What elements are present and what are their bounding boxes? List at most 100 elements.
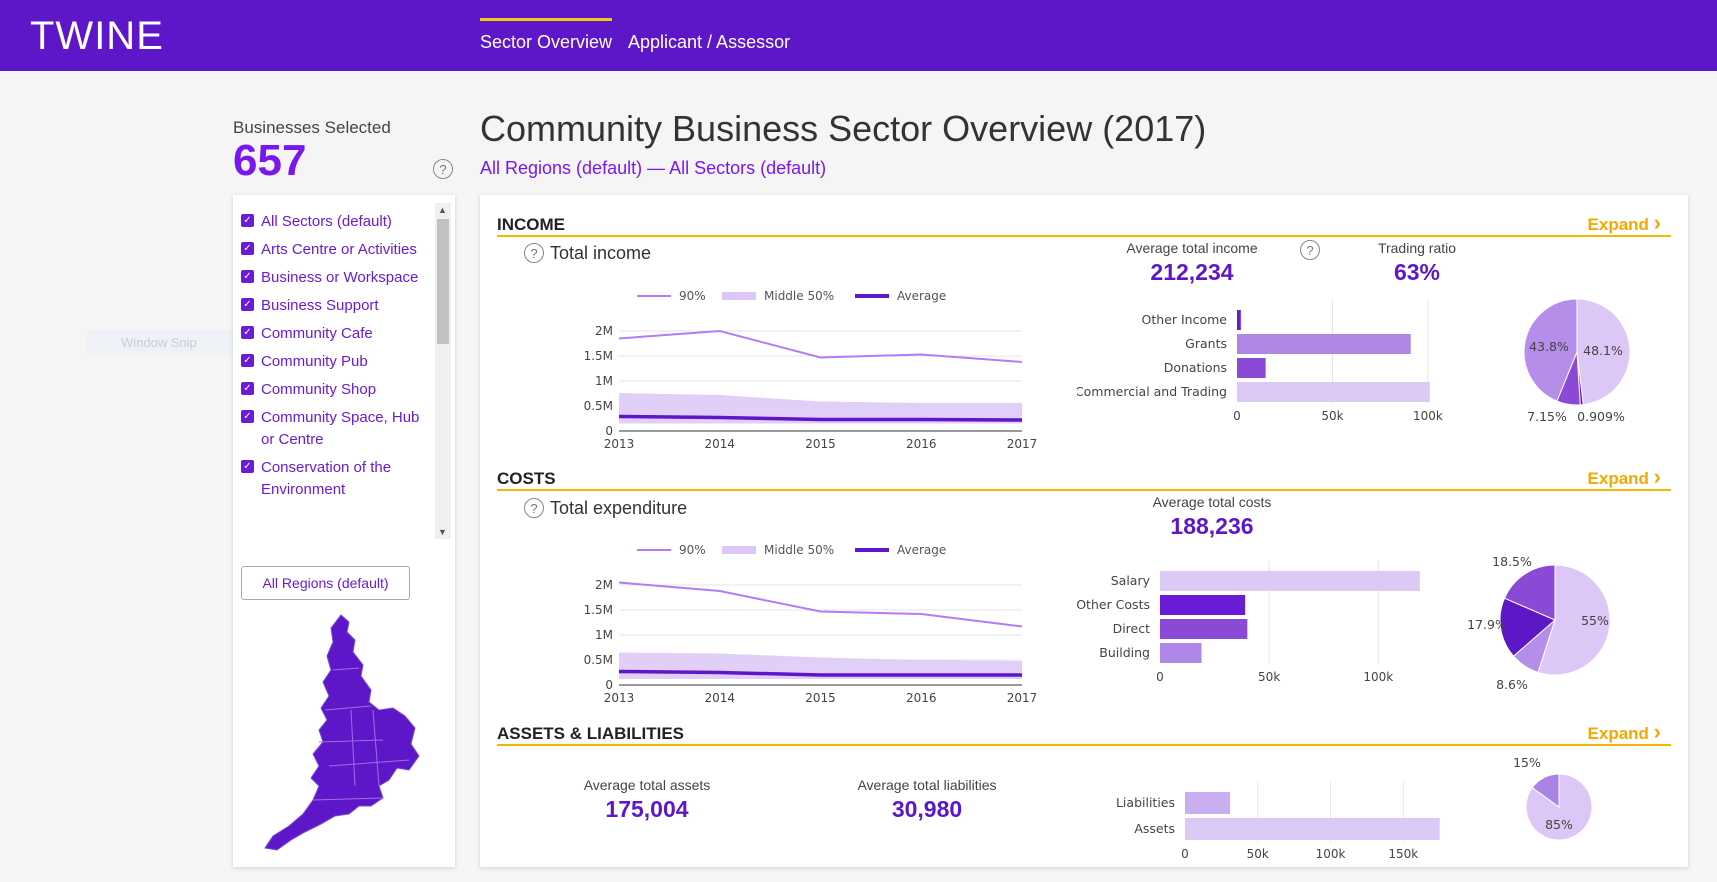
x-tick-label: 2013 [604,691,635,705]
top-nav-bar: TWINE Sector Overview Applicant / Assess… [0,0,1717,71]
expand-income-link[interactable]: Expand › [1587,212,1661,235]
expand-assets-link[interactable]: Expand › [1588,721,1661,744]
all-regions-button[interactable]: All Regions (default) [241,566,410,600]
checkbox-checked-icon[interactable]: ✓ [241,298,254,311]
sector-item[interactable]: ✓ All Sectors (default) [241,211,427,233]
category-label: Liabilities [1116,795,1175,810]
scroll-down-icon[interactable]: ▼ [438,527,447,537]
pie-label: 55% [1581,613,1609,628]
sector-label: Community Cafe [261,325,373,342]
scroll-up-icon[interactable]: ▲ [438,205,447,215]
twine-logo[interactable]: TWINE [30,14,164,58]
window-snip-overlay[interactable]: Window Snip [87,330,239,356]
y-tick-label: 0 [605,678,613,692]
sector-label: Arts Centre or Activities [261,241,417,258]
expand-label: Expand [1587,215,1649,234]
checkbox-checked-icon[interactable]: ✓ [241,354,254,367]
tab-applicant-assessor[interactable]: Applicant / Assessor [628,32,791,52]
help-icon[interactable]: ? [524,498,544,518]
y-tick-label: 1.5M [584,349,613,363]
checkbox-checked-icon[interactable]: ✓ [241,460,254,473]
legend-90-label: 90% [679,543,706,557]
avg-assets-label: Average total assets [583,777,711,793]
filter-panel: ✓ All Sectors (default) ✓ Arts Centre or A… [233,195,455,867]
filter-subtitle[interactable]: All Regions (default) — All Sectors (def… [480,158,827,178]
category-label: Other Income [1142,312,1228,327]
sector-label: Business Support [261,297,379,314]
pie-slice [1576,298,1631,406]
england-regions-map[interactable] [233,610,455,860]
checkbox-checked-icon[interactable]: ✓ [241,410,254,423]
bar [1185,818,1440,840]
checkbox-checked-icon[interactable]: ✓ [241,214,254,227]
x-tick-label: 2014 [704,437,735,451]
x-tick-label: 2014 [704,691,735,705]
category-label: Direct [1113,621,1151,636]
sector-item[interactable]: ✓ Conservation of the Environment [241,457,427,501]
costs-chart-title: Total expenditure [550,498,688,518]
sector-item[interactable]: ✓ Community Cafe [241,323,427,345]
bar [1237,382,1430,402]
y-tick-label: 1M [595,374,613,388]
income-pie-chart: 48.1% 0.909% 7.15% 43.8% [1523,298,1631,424]
sector-item[interactable]: ✓ Community Pub [241,351,427,373]
bar [1160,595,1246,615]
businesses-selected-label: Businesses Selected [233,118,391,137]
bar [1237,310,1241,330]
x-tick-label: 50k [1247,847,1269,861]
income-section-header: INCOME Expand › [497,212,1671,237]
legend-average-label: Average [897,543,946,557]
sector-item[interactable]: ✓ Business or Workspace [241,267,427,289]
x-tick-label: 50k [1321,409,1343,423]
x-tick-label: 2016 [906,691,937,705]
help-icon[interactable]: ? [1300,240,1320,260]
pie-label: 43.8% [1529,339,1569,354]
avg-assets-value: 175,004 [605,796,689,822]
checkbox-checked-icon[interactable]: ✓ [241,242,254,255]
x-tick-label: 0 [1156,670,1164,684]
sector-item[interactable]: ✓ Community Shop [241,379,427,401]
sector-item[interactable]: ✓ Arts Centre or Activities [241,239,427,261]
scroll-thumb[interactable] [437,219,449,344]
category-label: Salary [1111,573,1151,588]
sector-item[interactable]: ✓ Community Space, Hub or Centre [241,407,427,451]
help-icon[interactable]: ? [433,159,453,179]
x-tick-label: 2017 [1007,437,1038,451]
income-chart-title: Total income [550,243,652,263]
legend-middle-label: Middle 50% [764,543,834,557]
checkbox-checked-icon[interactable]: ✓ [241,270,254,283]
sector-label: Conservation of the Environment [261,459,392,498]
sector-list-scrollbar[interactable]: ▲ ▼ [435,203,451,539]
assets-bar-chart: 0 50k 100k 150k Liabilities Assets [1116,782,1440,861]
chevron-right-icon: › [1653,464,1661,489]
checkbox-checked-icon[interactable]: ✓ [241,382,254,395]
help-icon[interactable]: ? [524,243,544,263]
y-tick-label: 0.5M [584,399,613,413]
y-tick-label: 0 [605,424,613,438]
x-tick-label: 2015 [805,691,836,705]
trading-ratio-value: 63% [1393,259,1441,285]
costs-section-header: COSTS Expand › [497,466,1671,491]
pie-label: 0.909% [1577,409,1625,424]
sector-item[interactable]: ✓ Business Support [241,295,427,317]
section-title: ASSETS & LIABILITIES [497,724,685,743]
checkbox-checked-icon[interactable]: ✓ [241,326,254,339]
section-title: INCOME [497,215,565,234]
avg-income-label: Average total income [1126,240,1258,256]
bar [1237,334,1411,354]
expand-costs-link[interactable]: Expand › [1588,466,1661,489]
costs-section: COSTS Expand › ? Total expenditure 90% Mi… [497,466,1671,705]
avg-costs-label: Average total costs [1152,494,1272,510]
pie-label: 15% [1513,755,1541,770]
x-tick-label: 2013 [604,437,635,451]
x-tick-label: 150k [1388,847,1418,861]
pie-label: 48.1% [1583,343,1623,358]
avg-costs-value: 188,236 [1170,513,1254,539]
category-label: Building [1099,645,1150,660]
map-region-borders [312,667,410,801]
chevron-right-icon: › [1653,210,1661,235]
series-average-line [618,414,1023,422]
tab-sector-overview[interactable]: Sector Overview [480,18,613,52]
category-label: Donations [1164,360,1227,375]
assets-section-header: ASSETS & LIABILITIES Expand › [497,721,1671,746]
